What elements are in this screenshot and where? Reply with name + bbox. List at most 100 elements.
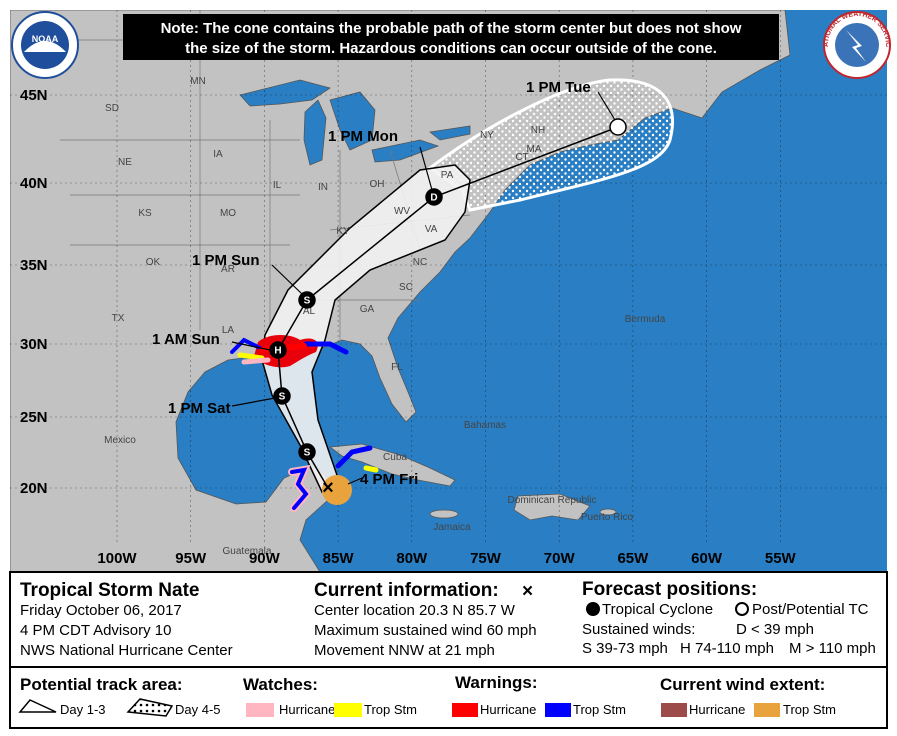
place-label: NY [480, 130, 494, 141]
tropical-storm-wind-extent [322, 475, 352, 505]
extent-label: Hurricane [689, 702, 745, 717]
warning-label: Trop Stm [573, 702, 626, 717]
place-label: NC [413, 257, 427, 268]
day45-icon [126, 698, 174, 717]
place-label: IN [318, 182, 328, 193]
warnings-heading: Warnings: [455, 673, 537, 692]
lon-label: 65W [617, 550, 649, 567]
lon-label: 100W [97, 550, 137, 567]
place-label: GA [360, 304, 375, 315]
day13-icon [18, 699, 57, 713]
track-label: 1 PM Sun [192, 252, 260, 269]
forecast-tropical: Tropical Cyclone [602, 601, 713, 618]
storm-date: Friday October 06, 2017 [20, 602, 182, 619]
place-label: AR [221, 264, 235, 275]
place-label: IA [213, 149, 223, 160]
noaa-text: NOAA [32, 34, 59, 44]
watches-heading: Watches: [243, 675, 318, 694]
place-label: OH [370, 179, 385, 190]
forecast-symbol: H [274, 346, 281, 357]
lat-label: 40N [20, 175, 48, 192]
track-label: 4 PM Fri [360, 471, 418, 488]
place-label: NE [118, 157, 132, 168]
wind-class: D < 39 mph [736, 621, 814, 638]
place-label: VA [425, 224, 438, 235]
cone-day45 [427, 78, 674, 212]
storm-name: Tropical Storm Nate [20, 580, 200, 601]
note-line: the size of the storm. Hazardous conditi… [185, 40, 717, 57]
storm-advisory: 4 PM CDT Advisory 10 [20, 622, 171, 639]
place-label: SD [105, 103, 119, 114]
great-lakes [239, 79, 471, 166]
lon-label: 95W [175, 550, 207, 567]
hurricane-warning-swatch [452, 703, 478, 717]
ts-warning-swatch [545, 703, 571, 717]
post-icon [735, 602, 749, 616]
place-label: CT [515, 152, 528, 163]
place-label: MA [527, 144, 542, 155]
place-label: MO [220, 208, 236, 219]
place-label: LA [222, 325, 235, 336]
storm-center: NWS National Hurricane Center [20, 642, 233, 659]
watch-label: Hurricane [279, 702, 335, 717]
place-label: Mexico [104, 435, 136, 446]
place-label: OK [146, 257, 161, 268]
forecast-point [298, 443, 316, 461]
forecast-point [269, 341, 287, 359]
place-label: Bahamas [464, 420, 506, 431]
place-label: WV [394, 206, 410, 217]
track-label: 1 PM Sat [168, 400, 231, 417]
lat-label: 25N [20, 409, 48, 426]
lat-label: 35N [20, 257, 48, 274]
lon-label: 70W [544, 550, 576, 567]
place-label: FL [391, 362, 403, 373]
hispaniola [513, 493, 591, 521]
jamaica [429, 509, 459, 519]
place-label: Puerto Rico [581, 512, 634, 523]
forecast-point [298, 291, 316, 309]
current-heading: Current information: [314, 580, 499, 601]
warning-label: Hurricane [480, 702, 536, 717]
place-label: AL [303, 306, 316, 317]
place-label: Bermuda [625, 314, 666, 325]
current-line: Center location 20.3 N 85.7 W [314, 602, 516, 619]
place-label: KS [138, 208, 152, 219]
legend-panel: Tropical Storm Nate Friday October 06, 2… [9, 571, 888, 729]
lat-label: 45N [20, 87, 48, 104]
place-label: SC [399, 282, 413, 293]
lon-label: 80W [396, 550, 428, 567]
forecast-point [425, 188, 443, 206]
lon-label: 55W [765, 550, 797, 567]
puerto-rico [599, 508, 617, 516]
lon-label: 85W [323, 550, 355, 567]
lon-label: 90W [249, 550, 281, 567]
graticule [10, 10, 887, 545]
lon-label: 75W [470, 550, 502, 567]
wind-class: M > 110 mph [789, 640, 876, 657]
winds-heading: Sustained winds: [582, 621, 695, 638]
hurricane-extent-swatch [661, 703, 687, 717]
place-label: MN [190, 76, 206, 87]
current-symbol: × [522, 581, 533, 602]
place-label: NH [531, 125, 545, 136]
watch-label: Trop Stm [364, 702, 417, 717]
place-label: Guatemala [223, 546, 272, 557]
lat-label: 30N [20, 336, 48, 353]
forecast-symbol: D [430, 193, 437, 204]
place-label: PA [441, 170, 454, 181]
place-label: TX [112, 313, 125, 324]
lon-label: 60W [691, 550, 723, 567]
forecast-symbol: S [304, 296, 311, 307]
note-box [123, 14, 779, 60]
cuba [328, 443, 456, 487]
place-label: IL [273, 180, 282, 191]
place-label: Jamaica [433, 522, 471, 533]
forecast-point [609, 118, 627, 136]
day13-label: Day 1-3 [60, 702, 106, 717]
ts-watch-swatch [334, 703, 362, 717]
tropical-icon [586, 602, 600, 616]
place-label: KY [336, 226, 350, 237]
wind-class: S 39-73 mph [582, 640, 668, 657]
